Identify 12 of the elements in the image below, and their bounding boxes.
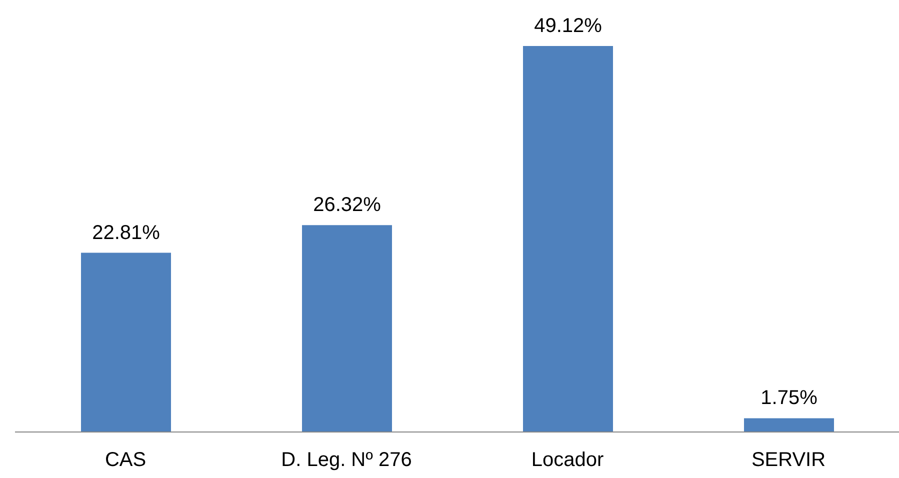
bar: [81, 252, 171, 432]
x-tick-label: D. Leg. Nº 276: [281, 449, 412, 472]
bar: [302, 225, 392, 432]
bar: [744, 418, 834, 432]
x-tick-label: SERVIR: [751, 449, 826, 472]
data-label: 49.12%: [534, 15, 602, 37]
data-label: 1.75%: [760, 387, 818, 410]
data-label: 22.81%: [92, 222, 160, 244]
data-label: 26.32%: [313, 194, 382, 216]
bar: [523, 46, 613, 432]
x-tick-label: Locador: [531, 449, 604, 472]
x-tick-label: CAS: [104, 449, 146, 472]
